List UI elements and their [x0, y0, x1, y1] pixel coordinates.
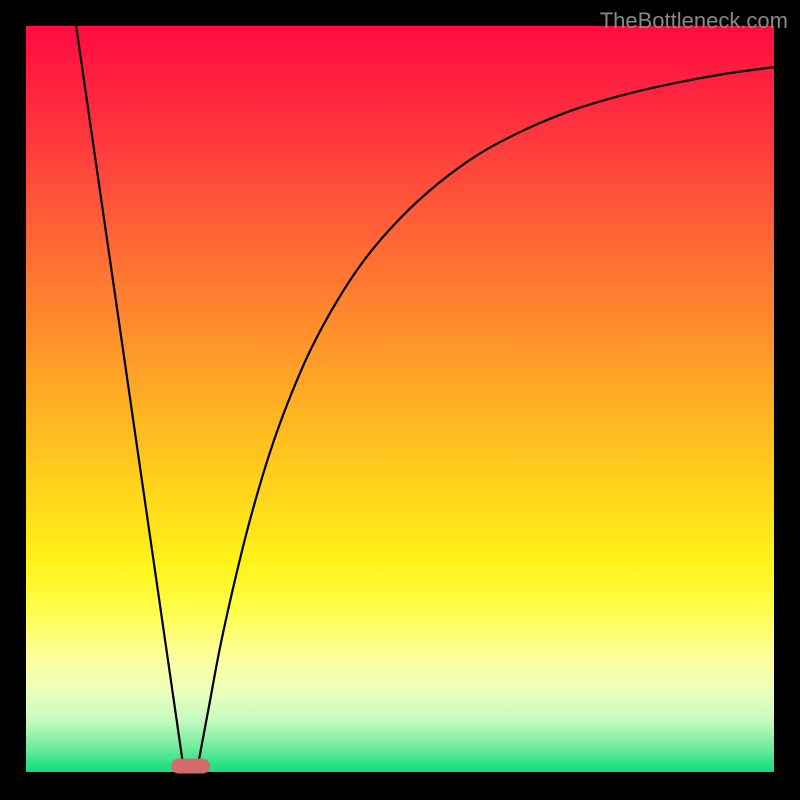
bottleneck-chart: TheBottleneck.com — [0, 0, 800, 800]
plot-area — [26, 26, 774, 772]
watermark-text: TheBottleneck.com — [600, 8, 788, 34]
chart-svg — [0, 0, 800, 800]
optimum-marker — [171, 759, 210, 774]
